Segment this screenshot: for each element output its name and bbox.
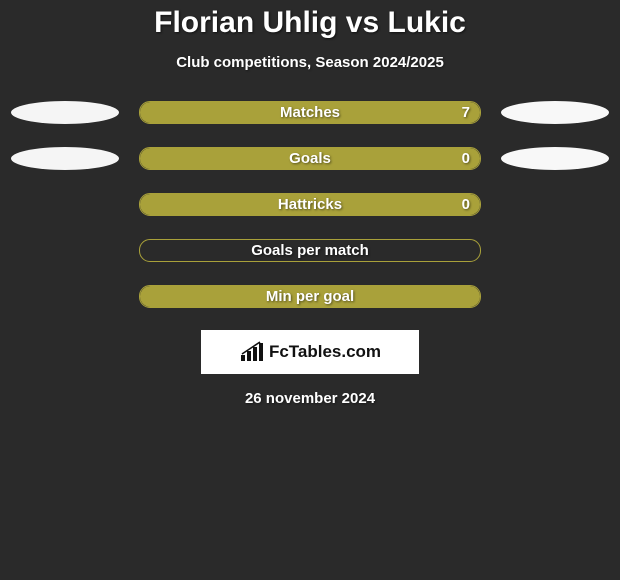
stat-bar: Goals per match <box>139 239 481 262</box>
spacer <box>11 285 119 308</box>
stat-row: Goals per match <box>0 239 620 262</box>
stat-label: Matches <box>280 104 340 121</box>
spacer <box>11 239 119 262</box>
stat-label: Hattricks <box>278 196 342 213</box>
stat-label: Goals per match <box>251 242 369 259</box>
stat-row: Hattricks 0 <box>0 193 620 216</box>
stat-bar: Goals 0 <box>139 147 481 170</box>
comparison-infographic: Florian Uhlig vs Lukic Club competitions… <box>0 0 620 580</box>
player-left-marker <box>11 147 119 170</box>
player-right-marker <box>501 147 609 170</box>
page-title: Florian Uhlig vs Lukic <box>154 6 466 40</box>
spacer <box>501 285 609 308</box>
logo-box: FcTables.com <box>201 330 419 374</box>
stat-value-right: 7 <box>462 104 470 121</box>
stat-row: Goals 0 <box>0 147 620 170</box>
subtitle: Club competitions, Season 2024/2025 <box>176 54 444 71</box>
stat-value-right: 0 <box>462 196 470 213</box>
stat-bar: Matches 7 <box>139 101 481 124</box>
barchart-icon <box>239 341 265 363</box>
logo-text: FcTables.com <box>269 342 381 362</box>
stat-row: Min per goal <box>0 285 620 308</box>
stat-bar: Min per goal <box>139 285 481 308</box>
spacer <box>501 239 609 262</box>
player-left-marker <box>11 101 119 124</box>
spacer <box>501 193 609 216</box>
spacer <box>11 193 119 216</box>
stat-bar: Hattricks 0 <box>139 193 481 216</box>
player-right-marker <box>501 101 609 124</box>
stat-value-right: 0 <box>462 150 470 167</box>
stat-label: Goals <box>289 150 331 167</box>
stat-row: Matches 7 <box>0 101 620 124</box>
stat-label: Min per goal <box>266 288 354 305</box>
stat-rows: Matches 7 Goals 0 Hattricks 0 Goals per match M… <box>0 101 620 308</box>
generated-date: 26 november 2024 <box>245 390 375 407</box>
